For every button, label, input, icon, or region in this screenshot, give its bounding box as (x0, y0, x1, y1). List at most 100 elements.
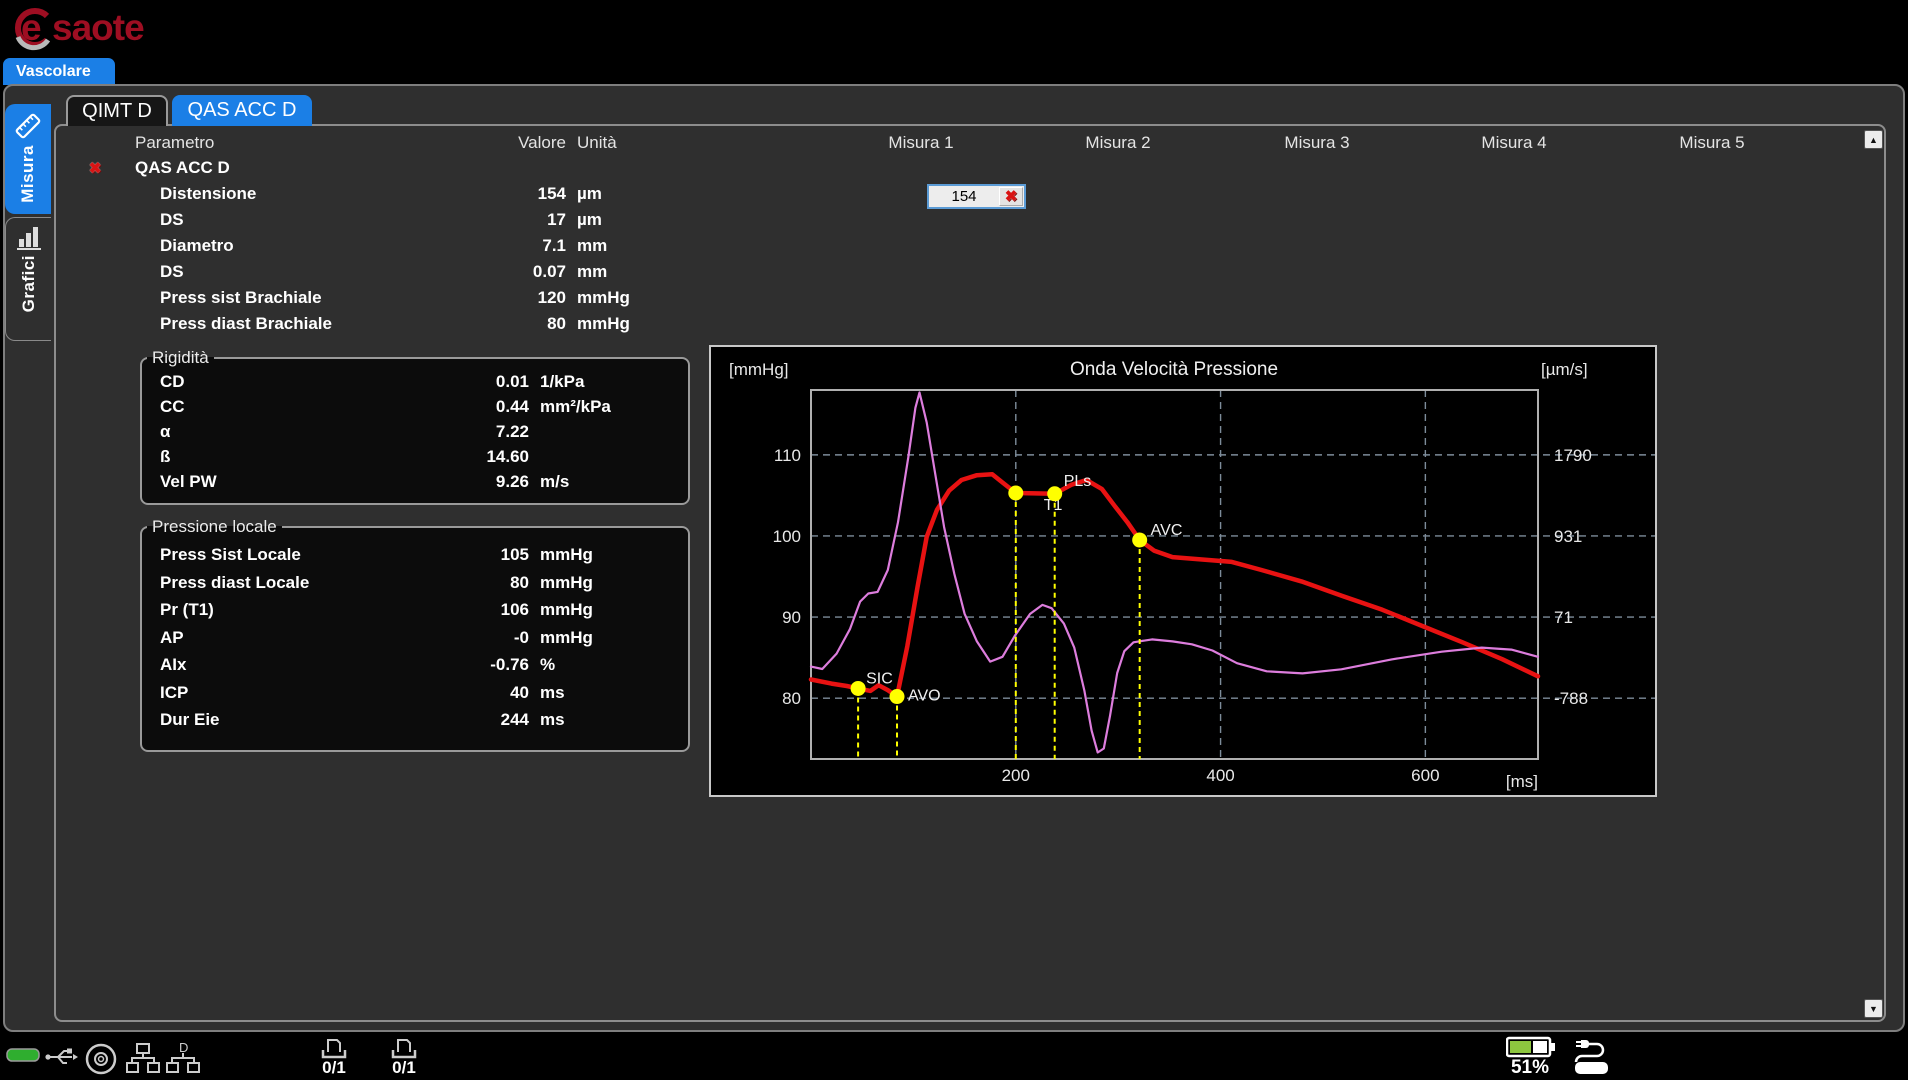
y-tick-left: 110 (774, 446, 801, 465)
print-queue-counter: 0/1 (306, 1058, 362, 1078)
list-item: CD0.011/kPa (142, 372, 688, 397)
list-item: α7.22 (142, 422, 688, 447)
col-header-misura-2: Misura 2 (1038, 133, 1198, 153)
param-value: -0 (329, 628, 529, 648)
delete-measure-icon[interactable]: ✖ (86, 160, 104, 178)
param-label: Press sist Brachiale (160, 288, 322, 308)
param-label: AP (160, 628, 184, 648)
param-value: 120 (366, 288, 566, 308)
print-job-icon (320, 1038, 348, 1060)
svg-text:e: e (21, 7, 42, 48)
param-value: 80 (366, 314, 566, 334)
sidebar-tab-misura-label: Misura (18, 145, 38, 203)
param-value: 7.22 (329, 422, 529, 442)
param-value: 14.60 (329, 447, 529, 467)
scroll-down-button[interactable]: ▼ (1864, 999, 1883, 1018)
param-unit: mmHg (540, 600, 593, 620)
x-tick: 400 (1206, 766, 1234, 785)
chart-right-axis-unit: [µm/s] (1541, 360, 1588, 379)
pressione-locale-group: Pressione locale Press Sist Locale 105 mmH… (140, 517, 690, 752)
x-tick: 200 (1002, 766, 1030, 785)
scroll-up-button[interactable]: ▲ (1864, 130, 1883, 149)
table-row: Press diast Brachiale 80 mmHg (86, 314, 1882, 340)
bar-chart-icon (15, 225, 43, 251)
param-unit: ms (540, 683, 565, 703)
power-plug-icon (1566, 1036, 1612, 1076)
misura1-value-box[interactable]: 154 ✖ (927, 184, 1026, 209)
param-label: DS (160, 262, 184, 282)
pressure-velocity-chart: [mmHg] Onda Velocità Pressione [µm/s] SI… (709, 345, 1657, 797)
marker-t1[interactable] (1008, 485, 1023, 500)
param-label: Pr (T1) (160, 600, 214, 620)
param-value: -0.76 (329, 655, 529, 675)
chart-tick-labels: 80-78890711009311101790200400600 (773, 446, 1592, 785)
tab-qimt-d[interactable]: QIMT D (66, 95, 168, 126)
power-led-icon (6, 1048, 40, 1062)
sidebar-tab-grafici[interactable]: Grafici (5, 217, 51, 341)
param-value: 106 (329, 600, 529, 620)
param-unit: µm (577, 210, 602, 230)
param-value: 0.07 (366, 262, 566, 282)
col-header-parametro: Parametro (135, 133, 214, 153)
param-value: 154 (366, 184, 566, 204)
param-label: Distensione (160, 184, 256, 204)
y-tick-right: 931 (1554, 527, 1582, 546)
list-item: Press diast Locale80mmHg (142, 573, 688, 601)
param-label: Dur Eie (160, 710, 220, 730)
param-value: 105 (329, 545, 529, 565)
param-label: ICP (160, 683, 188, 703)
param-label: Diametro (160, 236, 234, 256)
misura1-delete-button[interactable]: ✖ (999, 187, 1023, 206)
ruler-icon (13, 111, 43, 141)
network-icon (126, 1042, 160, 1076)
list-item: ICP 40 ms (142, 683, 688, 711)
marker-avc[interactable] (1132, 533, 1147, 548)
param-value: 0.01 (329, 372, 529, 392)
tab-vascolare[interactable]: Vascolare (3, 58, 115, 85)
sidebar-tab-grafici-label: Grafici (19, 255, 39, 312)
marker-sic[interactable] (851, 681, 866, 696)
tab-qas-acc-d[interactable]: QAS ACC D (172, 95, 312, 126)
y-tick-right: 71 (1554, 608, 1573, 627)
table-header-row: Parametro Valore Unità Misura 1 Misura 2… (86, 133, 1882, 157)
disc-icon (84, 1042, 118, 1076)
battery-percentage: 51% (1502, 1057, 1558, 1079)
chart-left-axis-unit: [mmHg] (729, 360, 789, 379)
usb-icon (44, 1046, 78, 1068)
y-tick-left: 100 (773, 527, 801, 546)
sidebar-tab-misura[interactable]: Misura (5, 104, 51, 214)
svg-text:D: D (179, 1040, 188, 1055)
param-unit: mmHg (577, 288, 630, 308)
param-label: DS (160, 210, 184, 230)
marker-pls[interactable] (1047, 486, 1062, 501)
delete-x-icon: ✖ (1005, 188, 1018, 206)
param-unit: mm (577, 236, 607, 256)
param-label: Vel PW (160, 472, 217, 492)
marker-label-pls: PLs (1064, 473, 1092, 490)
tab-qas-acc-d-label: QAS ACC D (188, 99, 297, 122)
param-label: Press diast Brachiale (160, 314, 332, 334)
list-item: Press Sist Locale 105 mmHg (142, 545, 688, 573)
table-row: DS 0.07 mm (86, 262, 1882, 288)
list-item: CC0.44mm²/kPa (142, 397, 688, 422)
param-value: 0.44 (329, 397, 529, 417)
col-header-misura-3: Misura 3 (1237, 133, 1397, 153)
param-unit: mm (577, 262, 607, 282)
chart-title: Onda Velocità Pressione (1070, 359, 1278, 380)
table-row: Press sist Brachiale 120 mmHg (86, 288, 1882, 314)
list-item: AP-0mmHg (142, 628, 688, 656)
marker-avo[interactable] (890, 689, 905, 704)
arrow-up-icon: ▲ (1869, 135, 1878, 145)
param-unit: mmHg (540, 573, 593, 593)
param-unit: mmHg (540, 545, 593, 565)
col-header-valore: Valore (366, 133, 566, 153)
y-tick-left: 90 (782, 608, 801, 627)
pressione-locale-legend: Pressione locale (147, 517, 282, 537)
param-label: Press Sist Locale (160, 545, 301, 565)
chart-x-axis-unit: [ms] (1506, 772, 1538, 791)
param-value: 40 (329, 683, 529, 703)
param-value: 244 (329, 710, 529, 730)
param-unit: mm²/kPa (540, 397, 611, 417)
col-header-misura-5: Misura 5 (1632, 133, 1792, 153)
parameter-table: ✖ QAS ACC D Distensione 154 µm 154 ✖ DS … (86, 158, 1882, 340)
